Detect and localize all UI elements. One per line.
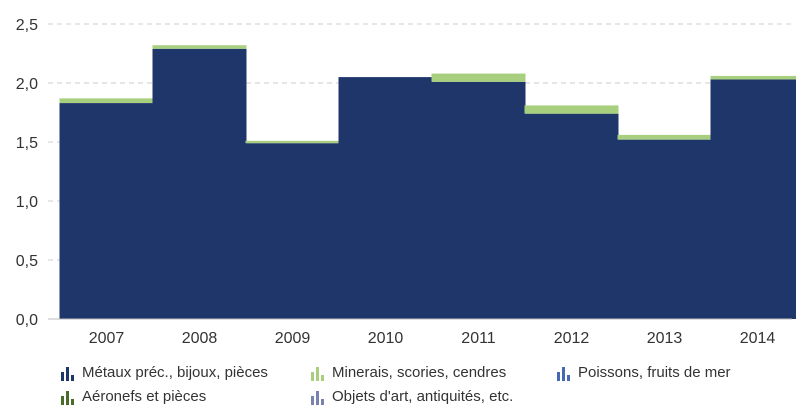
y-tick-label: 2,5 bbox=[16, 17, 38, 34]
legend-label: Poissons, fruits de mer bbox=[578, 364, 731, 381]
x-tick-label: 2008 bbox=[182, 330, 218, 347]
bar-segment[interactable] bbox=[710, 75, 796, 80]
bar-segment[interactable] bbox=[524, 113, 619, 320]
bar-segment[interactable] bbox=[617, 139, 712, 319]
legend-item-metaux[interactable]: Métaux préc., bijoux, pièces bbox=[60, 364, 268, 381]
legend: Métaux préc., bijoux, pièces Minerais, s… bbox=[60, 364, 790, 410]
bar-segment[interactable] bbox=[59, 103, 154, 319]
legend-label: Minerais, scories, cendres bbox=[332, 364, 507, 381]
y-tick-label: 0,0 bbox=[16, 312, 38, 329]
y-tick-label: 2,0 bbox=[16, 76, 38, 93]
x-tick-label: 2009 bbox=[275, 330, 311, 347]
bar-segment[interactable] bbox=[152, 45, 247, 49]
bar-segment[interactable] bbox=[524, 105, 619, 114]
x-tick-label: 2013 bbox=[647, 330, 683, 347]
bars bbox=[59, 45, 796, 320]
bar-segment[interactable] bbox=[431, 81, 526, 319]
bar-segment[interactable] bbox=[710, 79, 796, 320]
y-tick-label: 1,5 bbox=[16, 135, 38, 152]
bar-chart-icon bbox=[60, 389, 76, 405]
bar-segment[interactable] bbox=[245, 140, 340, 144]
x-tick-label: 2012 bbox=[554, 330, 590, 347]
y-tick-label: 0,5 bbox=[16, 253, 38, 270]
x-tick-label: 2010 bbox=[368, 330, 404, 347]
bar-chart-icon bbox=[310, 365, 326, 381]
bar-segment[interactable] bbox=[431, 73, 526, 82]
y-tick-label: 1,0 bbox=[16, 194, 38, 211]
bar-chart-icon bbox=[60, 365, 76, 381]
legend-item-aeronefs[interactable]: Aéronefs et pièces bbox=[60, 388, 206, 405]
x-tick-label: 2007 bbox=[89, 330, 125, 347]
bar-segment[interactable] bbox=[152, 48, 247, 319]
legend-item-objets-art[interactable]: Objets d'art, antiquités, etc. bbox=[310, 388, 513, 405]
x-tick-label: 2014 bbox=[740, 330, 776, 347]
x-axis: 2007 2008 2009 2010 2011 2012 2013 2014 bbox=[48, 318, 792, 347]
bar-segment[interactable] bbox=[617, 134, 712, 140]
bar-chart-icon bbox=[310, 389, 326, 405]
bar-segment[interactable] bbox=[245, 143, 340, 319]
legend-label: Objets d'art, antiquités, etc. bbox=[332, 388, 514, 405]
legend-label: Aéronefs et pièces bbox=[82, 388, 207, 405]
legend-item-minerais[interactable]: Minerais, scories, cendres bbox=[310, 364, 506, 381]
x-tick-label: 2011 bbox=[461, 330, 496, 347]
legend-item-poissons[interactable]: Poissons, fruits de mer bbox=[556, 364, 731, 381]
bar-chart-icon bbox=[556, 365, 572, 381]
legend-label: Métaux préc., bijoux, pièces bbox=[82, 364, 268, 381]
y-axis: 0,0 0,5 1,0 1,5 2,0 2,5 bbox=[16, 17, 38, 329]
bar-segment[interactable] bbox=[338, 77, 433, 319]
bar-segment[interactable] bbox=[59, 98, 154, 104]
